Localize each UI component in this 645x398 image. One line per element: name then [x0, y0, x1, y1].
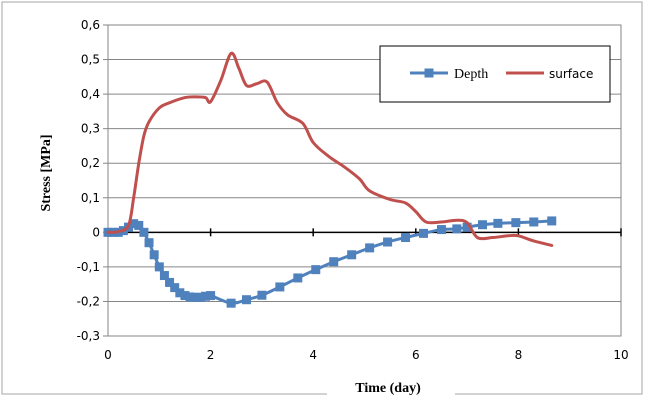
data-point-depth	[401, 233, 411, 243]
data-point-depth	[139, 227, 149, 237]
data-point-depth	[129, 219, 139, 229]
data-point-depth	[175, 288, 185, 298]
data-point-depth	[154, 262, 164, 272]
y-tick-label: 0,4	[81, 87, 100, 101]
data-point-depth	[242, 295, 252, 305]
legend-depth-label: Depth	[454, 67, 488, 82]
data-point-depth	[511, 218, 521, 228]
data-point-depth	[149, 250, 159, 260]
data-point-depth	[206, 291, 216, 301]
y-tick-labels: 0,6 0,5 0,4 0,3 0,2 0,1 0 -0,1 -0,2 -0,3	[77, 18, 100, 343]
y-axis-title: Stress [MPa]	[39, 134, 54, 211]
legend-depth-marker	[424, 68, 434, 78]
data-point-depth	[170, 283, 180, 293]
data-point-depth	[329, 257, 339, 267]
y-tick-label: 0,1	[81, 191, 100, 205]
data-point-depth	[493, 218, 503, 228]
x-tick-label: 8	[515, 348, 523, 362]
data-point-depth	[159, 271, 169, 281]
data-point-depth	[134, 220, 144, 230]
data-point-depth	[436, 225, 446, 235]
data-point-depth	[529, 217, 539, 227]
data-point-depth	[477, 220, 487, 230]
data-point-depth	[418, 228, 428, 238]
data-point-depth	[462, 222, 472, 232]
legend: Depth surface	[379, 45, 611, 103]
data-point-depth	[275, 282, 285, 292]
data-point-depth	[383, 237, 393, 247]
data-point-depth	[185, 292, 195, 302]
y-tick-label: -0,3	[77, 329, 100, 343]
data-point-depth	[547, 216, 557, 226]
series-line-surface	[106, 51, 554, 247]
data-point-depth	[200, 291, 210, 301]
axes	[103, 24, 622, 337]
data-point-depth	[452, 224, 462, 234]
x-axis-title-box	[327, 379, 455, 397]
x-tick-label: 10	[613, 348, 628, 362]
x-tick-label: 6	[412, 348, 420, 362]
y-tick-label: 0,6	[81, 18, 100, 32]
y-tick-label: -0,1	[77, 260, 100, 274]
y-tick-label: -0,2	[77, 294, 100, 308]
legend-surface-label: surface	[549, 67, 593, 81]
data-point-depth	[311, 265, 321, 275]
data-point-depth	[257, 290, 267, 300]
series-layer	[103, 51, 557, 308]
x-tick-label: 2	[207, 348, 215, 362]
data-point-depth	[293, 273, 303, 283]
y-tick-label: 0	[92, 225, 100, 239]
x-axis-title: Time (day)	[355, 381, 421, 396]
data-point-depth	[165, 277, 175, 287]
x-tick-label: 0	[104, 348, 112, 362]
data-point-depth	[226, 298, 236, 308]
data-point-depth	[144, 238, 154, 248]
x-tick-labels: 0 2 4 6 8 10	[104, 348, 628, 362]
data-point-depth	[365, 243, 375, 253]
data-point-depth	[195, 292, 205, 302]
y-tick-label: 0,5	[81, 53, 100, 67]
y-tick-label: 0,2	[81, 156, 100, 170]
plot-area	[107, 24, 622, 337]
x-tick-label: 4	[309, 348, 317, 362]
y-tick-label: 0,3	[81, 122, 100, 136]
data-point-depth	[190, 292, 200, 302]
data-point-depth	[347, 250, 357, 260]
data-point-depth	[180, 291, 190, 301]
